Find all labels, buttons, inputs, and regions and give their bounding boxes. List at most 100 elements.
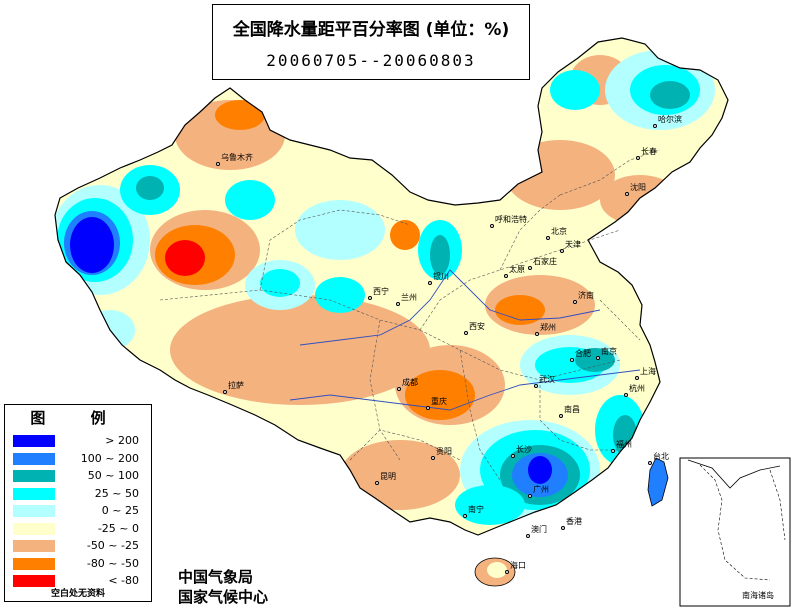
city-label-zhengzhou: 郑州 — [540, 323, 556, 332]
agency-line1: 中国气象局 — [178, 568, 254, 586]
city-marker — [546, 236, 550, 240]
china-border — [54, 37, 729, 536]
rivers — [289, 269, 641, 411]
city-label-macau: 澳门 — [531, 525, 547, 534]
legend-swatch — [13, 505, 55, 517]
agency-line2: 国家气候中心 — [178, 588, 269, 606]
city-marker — [375, 481, 379, 485]
city-marker — [560, 249, 564, 253]
city-marker — [611, 449, 615, 453]
legend-row: -80 ~ -50 — [5, 556, 151, 572]
legend-row: < -80 — [5, 573, 151, 589]
city-label-hongkong: 香港 — [566, 517, 582, 526]
city-label-hangzhou: 杭州 — [629, 384, 645, 393]
city-label-nanjing: 南京 — [601, 347, 617, 356]
legend-row: -25 ~ 0 — [5, 521, 151, 537]
city-marker — [559, 414, 563, 418]
city-marker — [526, 534, 530, 538]
city-label-nanning: 南宁 — [468, 505, 484, 514]
legend-label: -25 ~ 0 — [97, 521, 139, 535]
city-marker — [636, 156, 640, 160]
legend-swatch — [13, 575, 55, 587]
city-label-kunming: 昆明 — [380, 472, 396, 481]
city-label-fuzhou: 福州 — [616, 440, 632, 449]
legend-swatch — [13, 435, 55, 447]
city-label-lhasa: 拉萨 — [228, 381, 244, 390]
city-marker — [528, 266, 532, 270]
city-marker — [431, 456, 435, 460]
city-label-shijiazhuang: 石家庄 — [533, 257, 557, 266]
city-marker — [528, 494, 532, 498]
city-marker — [625, 192, 629, 196]
city-marker — [397, 387, 401, 391]
legend: 图 例 空白处无资料 > 200 100 ~ 200 50 ~ 100 25 ~ 50… — [4, 404, 152, 602]
city-label-guangzhou: 广州 — [533, 485, 549, 494]
city-marker — [426, 406, 430, 410]
province-borders — [159, 149, 661, 481]
legend-swatch — [13, 452, 55, 465]
city-marker — [535, 332, 539, 336]
legend-title: 图 例 — [30, 409, 126, 427]
legend-note: 空白处无资料 — [50, 589, 105, 599]
city-label-hefei: 合肥 — [575, 349, 591, 358]
taiwan-island — [647, 457, 669, 507]
legend-label: 0 ~ 25 — [101, 504, 139, 517]
legend-label: 25 ~ 50 — [94, 486, 139, 500]
city-marker — [561, 526, 565, 530]
date-range: 20060705--20060803 — [266, 51, 476, 70]
legend-label: -50 ~ -25 — [86, 539, 139, 552]
city-marker — [573, 300, 577, 304]
city-marker — [463, 514, 467, 518]
city-marker — [635, 376, 639, 380]
city-label-wuhan: 武汉 — [539, 375, 555, 384]
city-label-changsha: 长沙 — [516, 445, 532, 454]
city-marker — [505, 570, 509, 574]
legend-label: < -80 — [108, 574, 139, 587]
city-label-hohhot: 呼和浩特 — [495, 215, 527, 224]
city-label-xining: 西宁 — [373, 287, 389, 296]
legend-row: 100 ~ 200 — [5, 451, 151, 467]
city-marker — [648, 461, 652, 465]
city-marker — [396, 302, 400, 306]
city-marker — [464, 331, 468, 335]
city-label-chongqing: 重庆 — [431, 397, 447, 406]
legend-row: 0 ~ 25 — [5, 503, 151, 519]
legend-row: 50 ~ 100 — [5, 468, 151, 484]
city-label-urumqi: 乌鲁木齐 — [221, 153, 253, 162]
city-label-yinchuan: 银川 — [433, 272, 449, 281]
city-marker — [368, 296, 372, 300]
city-label-changchun: 长春 — [641, 147, 657, 156]
legend-row: > 200 — [5, 433, 151, 449]
legend-swatch — [13, 540, 55, 552]
city-label-chengdu: 成都 — [402, 378, 418, 387]
legend-swatch — [13, 487, 55, 500]
city-label-shanghai: 上海 — [640, 367, 656, 376]
city-marker — [223, 390, 227, 394]
inset-label: 南海诸岛 — [742, 591, 774, 600]
city-label-shenyang: 沈阳 — [630, 183, 646, 192]
city-label-harbin: 哈尔滨 — [658, 115, 682, 124]
legend-label: -80 ~ -50 — [86, 556, 139, 570]
title-box: 全国降水量距平百分率图 (单位：%) 20060705--20060803 — [212, 4, 530, 80]
city-marker — [653, 124, 657, 128]
legend-label: > 200 — [105, 434, 139, 447]
legend-row: -50 ~ -25 — [5, 538, 151, 554]
legend-swatch — [13, 470, 55, 482]
map-title: 全国降水量距平百分率图 (单位：%) — [232, 20, 510, 40]
city-marker — [511, 454, 515, 458]
city-label-xian: 西安 — [469, 322, 485, 331]
city-marker — [534, 384, 538, 388]
city-label-tianjin: 天津 — [565, 240, 581, 249]
city-label-jinan: 济南 — [578, 291, 594, 300]
city-marker — [624, 393, 628, 397]
city-label-lanzhou: 兰州 — [401, 293, 417, 302]
city-label-nanchang: 南昌 — [564, 405, 580, 414]
city-marker — [490, 224, 494, 228]
legend-label: 100 ~ 200 — [80, 451, 139, 465]
city-label-haikou: 海口 — [510, 561, 526, 570]
city-label-guiyang: 贵阳 — [436, 447, 452, 456]
city-label-taipei: 台北 — [653, 452, 669, 461]
legend-label: 50 ~ 100 — [87, 469, 139, 482]
